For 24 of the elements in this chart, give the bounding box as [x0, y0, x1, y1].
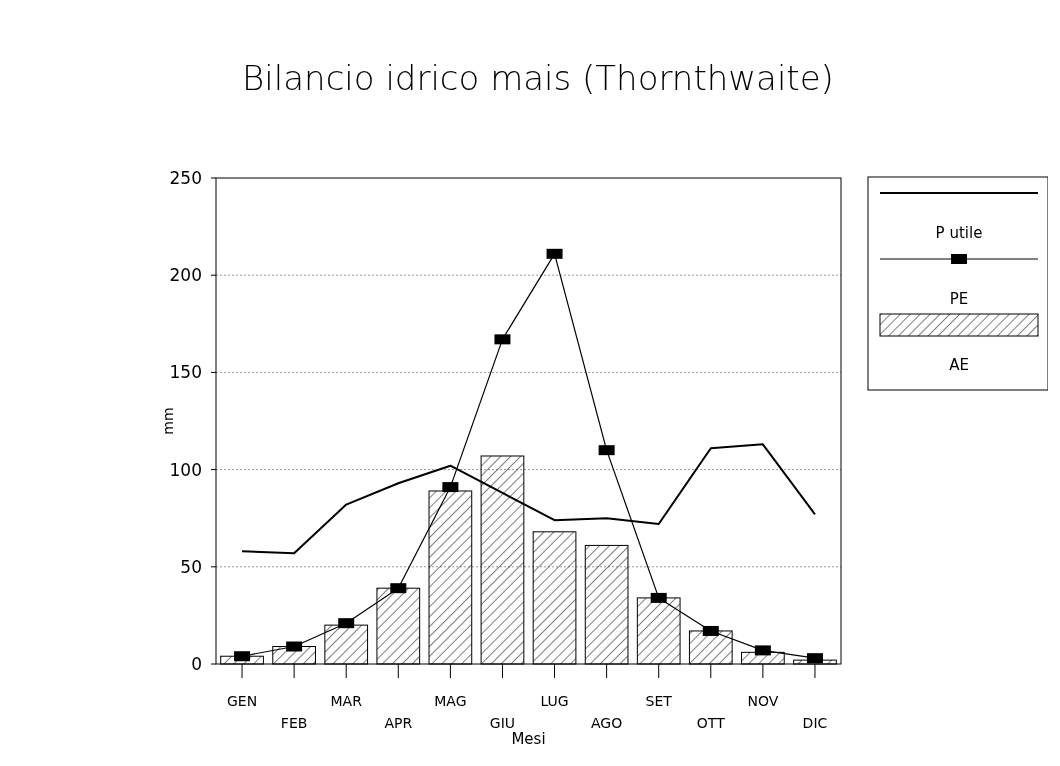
x-tick-label: DIC: [802, 715, 828, 731]
y-tick-label: 100: [169, 459, 202, 480]
x-tick-label: SET: [645, 693, 673, 709]
x-axis-title: Mesi: [511, 730, 546, 748]
y-tick-label: 150: [169, 362, 202, 383]
y-axis-title: mm: [160, 407, 176, 435]
y-tick-label: 250: [169, 168, 202, 188]
x-tick-label: LUG: [540, 693, 569, 709]
x-tick-label: OTT: [696, 715, 726, 731]
x-tick-label: GEN: [226, 693, 258, 709]
x-tick-label: AGO: [591, 715, 623, 731]
x-tick-label: GIU: [489, 715, 516, 731]
x-tick-label: FEB: [280, 715, 308, 731]
x-tick-label: MAG: [434, 693, 467, 709]
y-tick-label: 200: [169, 265, 202, 286]
text: PE: [949, 290, 969, 308]
chart-title: Bilancio idrico mais (Thornthwaite): [242, 58, 834, 98]
x-tick-label: MAR: [330, 693, 363, 709]
text: P utile: [935, 224, 983, 242]
text: AE: [949, 356, 969, 374]
y-tick-label: 0: [191, 654, 202, 674]
x-tick-label: APR: [384, 715, 413, 731]
x-tick-label: NOV: [747, 693, 779, 709]
y-tick-label: 50: [180, 556, 202, 577]
